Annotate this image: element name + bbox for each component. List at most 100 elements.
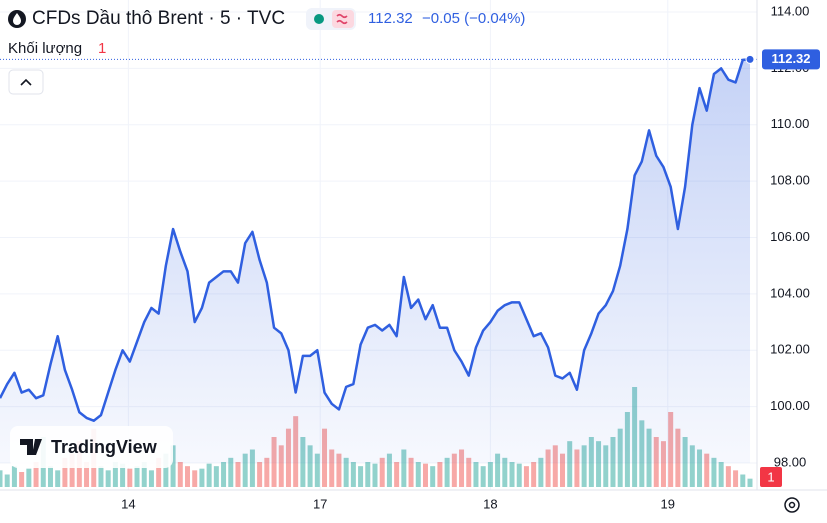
volume-bar [422, 463, 428, 487]
volume-bar [379, 457, 385, 487]
volume-bar [660, 441, 666, 487]
volume-bar [509, 462, 515, 487]
last-point [745, 54, 755, 64]
volume-bar [459, 449, 465, 487]
delayed-icon [336, 13, 348, 25]
settings-button[interactable] [784, 497, 800, 513]
volume-bar [603, 445, 609, 487]
price-badge [762, 49, 820, 70]
volume-bar [249, 449, 255, 487]
volume-bar [372, 463, 378, 487]
volume-bar [430, 466, 436, 487]
volume-bar [487, 462, 493, 487]
volume-bar [170, 445, 176, 487]
volume-bar [314, 453, 320, 487]
y-tick-label: 110.00 [771, 116, 810, 131]
volume-bar [704, 453, 710, 487]
drop-icon [13, 13, 21, 25]
volume-bar [516, 463, 522, 487]
y-tick-label: 114.00 [771, 3, 810, 18]
settings-icon [788, 501, 796, 509]
x-tick-label: 18 [483, 496, 497, 511]
volume-bar [358, 466, 364, 487]
volume-bar [47, 466, 53, 487]
volume-bar [545, 449, 551, 487]
volume-bar [350, 462, 356, 487]
volume-bar [120, 463, 126, 487]
y-tick-label: 98.00 [774, 454, 807, 469]
volume-bar [365, 462, 371, 487]
volume-bar [278, 445, 284, 487]
volume-bar [4, 474, 10, 487]
volume-bar [156, 457, 162, 487]
volume-label: Khối lượng [8, 40, 82, 57]
volume-bar [437, 462, 443, 487]
volume-badge-text: 1 [767, 469, 774, 484]
volume-bar [711, 457, 717, 487]
volume-bar [740, 474, 746, 487]
volume-bar [192, 470, 198, 487]
delayed-badge [332, 10, 354, 28]
volume-bar [401, 449, 407, 487]
collapse-button[interactable] [8, 69, 44, 95]
volume-bar [560, 453, 565, 487]
volume-bar [148, 470, 154, 487]
volume-bar [466, 457, 472, 487]
volume-bar [98, 466, 104, 487]
logo-mark [20, 439, 42, 455]
logo-text: TradingView [51, 437, 158, 457]
x-tick-label: 19 [661, 496, 675, 511]
volume-bar [221, 462, 227, 487]
volume-bar [336, 453, 342, 487]
volume-bar [523, 466, 529, 487]
volume-bar [408, 457, 414, 487]
volume-bar [567, 441, 573, 487]
x-tick-label: 17 [313, 496, 327, 511]
volume-bar [394, 462, 400, 487]
y-tick-label: 104.00 [770, 285, 810, 300]
volume-bar [725, 466, 731, 487]
collapse-icon [20, 78, 32, 86]
market-open-dot [314, 14, 324, 24]
volume-bar [11, 466, 17, 487]
volume-bar [689, 445, 695, 487]
volume-bar [62, 457, 68, 487]
volume-bar [574, 449, 580, 487]
y-tick-label: 100.00 [770, 398, 810, 413]
volume-bar [163, 453, 169, 487]
volume-bar [502, 457, 508, 487]
volume-bar [33, 462, 39, 487]
price-badge-text: 112.32 [771, 51, 810, 66]
y-tick-label: 108.00 [770, 173, 810, 188]
y-tick-label: 106.00 [770, 229, 810, 244]
volume-bar [134, 466, 140, 487]
price-area [0, 59, 750, 463]
volume-badge [760, 467, 782, 487]
x-tick-label: 14 [121, 496, 135, 511]
volume-bar [84, 462, 90, 487]
volume-bar [69, 453, 75, 487]
volume-bar [242, 453, 248, 487]
chart-title: CFDs Dầu thô Brent · 5 · TVC [32, 8, 285, 29]
volume-bar [199, 468, 205, 487]
price-line [0, 58, 751, 422]
volume-bar [329, 449, 335, 487]
volume-bar [19, 472, 25, 487]
volume-bar [552, 445, 558, 487]
volume-bar [451, 453, 457, 487]
volume-bar [343, 457, 349, 487]
volume-bar [697, 449, 703, 487]
volume-bar [596, 441, 602, 487]
volume-bar [185, 466, 190, 487]
volume-bar [733, 470, 739, 487]
volume-bar [718, 462, 724, 487]
volume-value: 1 [98, 40, 106, 57]
volume-bar [177, 462, 183, 487]
y-tick-label: 102.00 [770, 342, 810, 357]
volume-bar [538, 457, 544, 487]
volume-bar [531, 462, 537, 487]
volume-bar [105, 470, 111, 487]
volume-bar [228, 457, 234, 487]
volume-bar [480, 466, 486, 487]
